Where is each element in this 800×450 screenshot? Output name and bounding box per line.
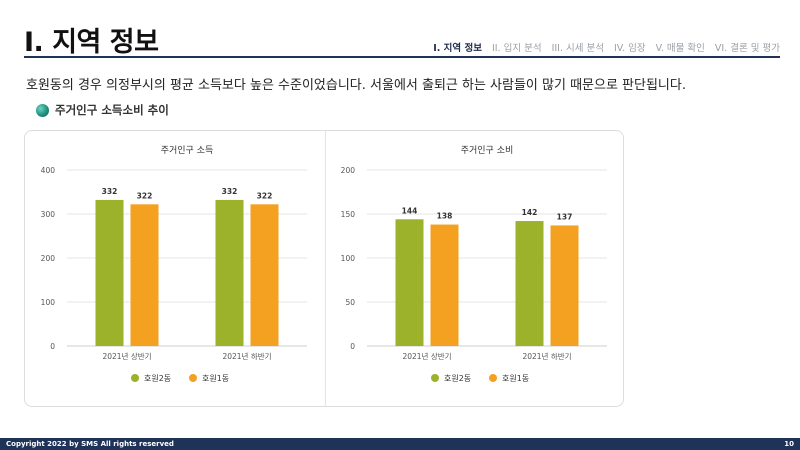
nav-item-conclusion[interactable]: VI. 결론 및 평가: [714, 43, 780, 54]
y-tick-label: 0: [50, 342, 55, 351]
bar: [515, 221, 544, 346]
legend-marker: [431, 374, 439, 382]
data-label: 144: [402, 206, 418, 215]
nav-item-region-info[interactable]: I. 지역 정보: [433, 43, 482, 54]
bar: [215, 199, 244, 346]
spending-chart: 주거인구 소비 0 50 100 150 200 144 138 2021년 상반기 142 137…: [341, 145, 607, 383]
data-label: 332: [222, 187, 238, 196]
bar: [430, 224, 459, 346]
summary-text: 호원동의 경우 의정부시의 평균 소득보다 높은 수준이었습니다. 서울에서 출…: [26, 78, 686, 93]
chart-panel: 주거인구 소득 0 100 200 300 400 332 322 2021년 상반기 332 32…: [24, 130, 624, 407]
legend-marker: [131, 374, 139, 382]
section-title: 주거인구 소득소비 추이: [55, 103, 169, 117]
legend-label[interactable]: 호원2동: [144, 374, 171, 383]
y-tick-label: 200: [341, 166, 356, 175]
y-tick-label: 200: [41, 254, 56, 263]
x-tick-label: 2021년 하반기: [522, 351, 571, 361]
bar: [550, 225, 579, 346]
chart-title: 주거인구 소비: [461, 145, 514, 156]
section-heading: 주거인구 소득소비 추이: [36, 102, 169, 118]
chart-title: 주거인구 소득: [161, 145, 214, 156]
nav-item-listing-check[interactable]: V. 매물 확인: [655, 43, 705, 54]
y-tick-label: 150: [341, 210, 356, 219]
legend-label[interactable]: 호원1동: [202, 374, 229, 383]
panel-divider: [325, 131, 326, 406]
data-label: 142: [522, 208, 538, 217]
x-tick-label: 2021년 상반기: [102, 351, 151, 361]
nav-item-price-analysis[interactable]: III. 시세 분석: [551, 43, 604, 54]
x-tick-label: 2021년 하반기: [222, 351, 271, 361]
data-label: 137: [557, 212, 573, 221]
y-tick-label: 300: [41, 210, 56, 219]
nav-item-location-analysis[interactable]: II. 입지 분석: [491, 43, 542, 54]
bar: [130, 204, 159, 346]
y-tick-label: 0: [350, 342, 355, 351]
footer: Copyright 2022 by SMS All rights reserve…: [0, 438, 800, 450]
y-tick-label: 400: [41, 166, 56, 175]
copyright-text: Copyright 2022 by SMS All rights reserve…: [6, 440, 174, 448]
bar: [250, 204, 279, 346]
legend-marker: [489, 374, 497, 382]
nav-item-site-visit[interactable]: IV. 임장: [614, 43, 646, 54]
data-label: 322: [137, 191, 153, 200]
data-label: 332: [102, 187, 118, 196]
legend-label[interactable]: 호원1동: [502, 374, 529, 383]
data-label: 138: [437, 212, 453, 221]
y-tick-label: 100: [41, 298, 56, 307]
bar: [95, 199, 124, 346]
page-number: 10: [784, 440, 794, 448]
y-tick-label: 100: [341, 254, 356, 263]
y-tick-label: 50: [345, 298, 355, 307]
x-tick-label: 2021년 상반기: [402, 351, 451, 361]
data-label: 322: [257, 191, 273, 200]
bullet-icon: [36, 103, 49, 117]
legend-marker: [189, 374, 197, 382]
page-title: I. 지역 정보: [24, 27, 159, 58]
bar: [395, 219, 424, 346]
legend-label[interactable]: 호원2동: [444, 374, 471, 383]
income-chart: 주거인구 소득 0 100 200 300 400 332 322 2021년 상반기 332 32…: [41, 145, 307, 383]
title-divider: [24, 56, 780, 58]
section-nav: I. 지역 정보 II. 입지 분석 III. 시세 분석 IV. 임장 V. …: [433, 40, 780, 54]
